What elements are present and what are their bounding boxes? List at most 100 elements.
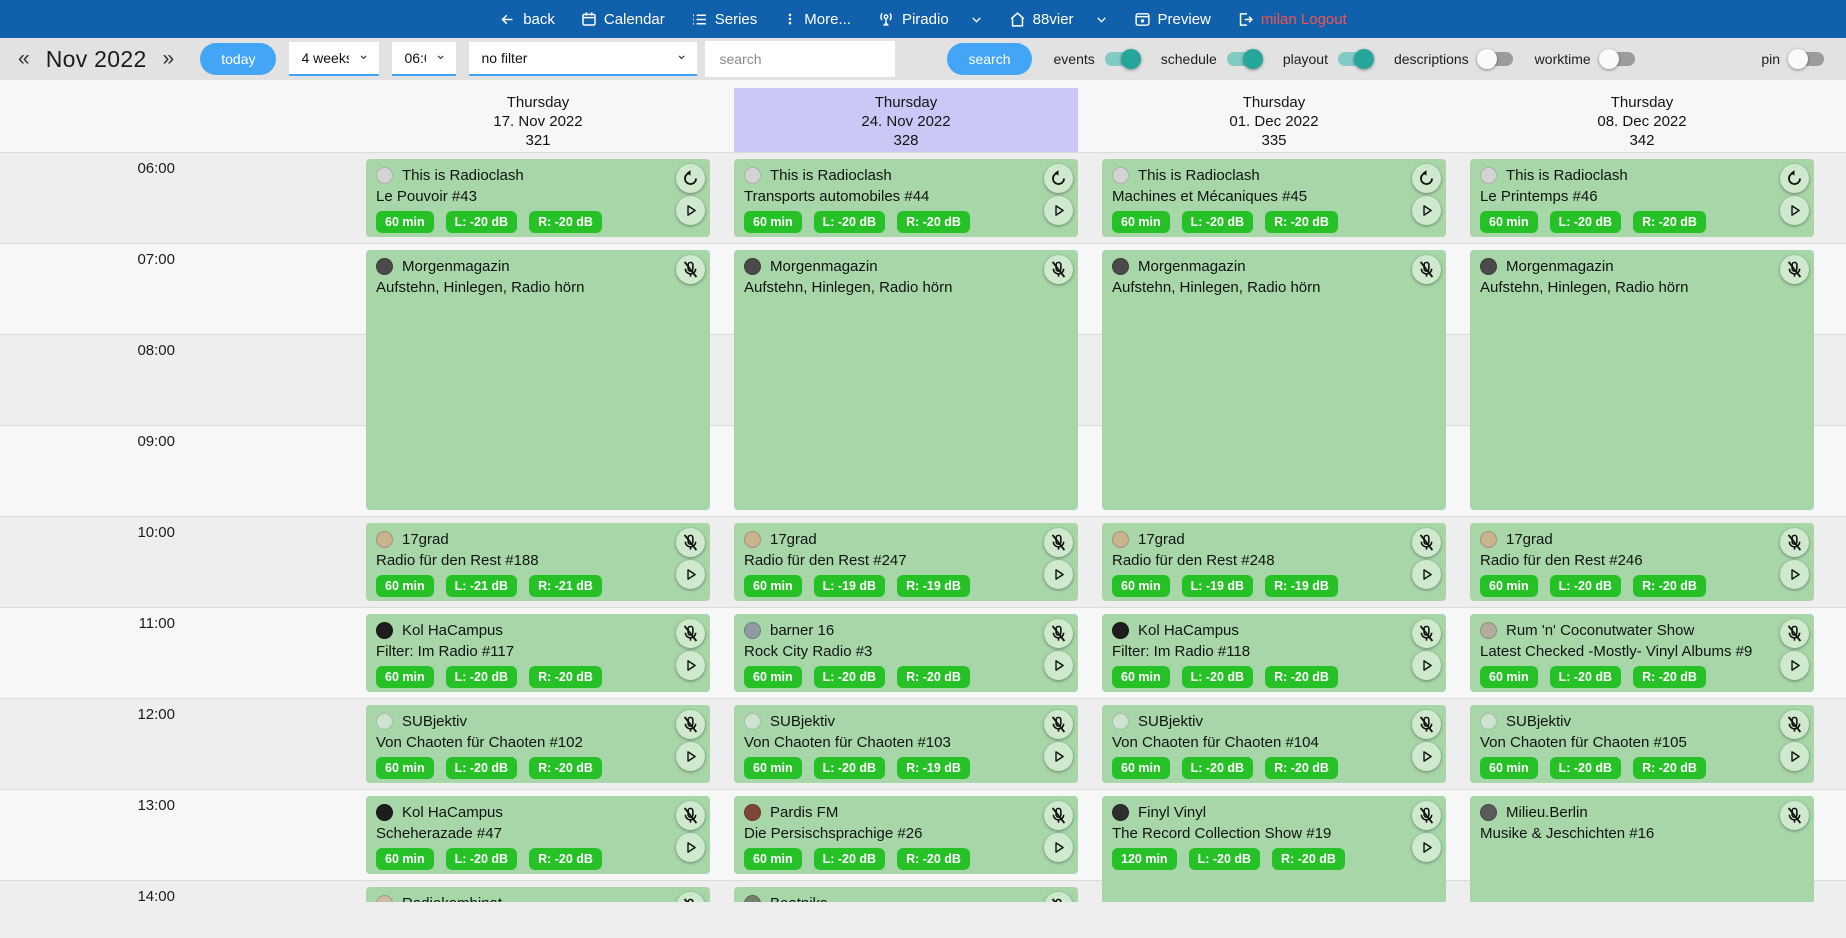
station-dropdown-chevron[interactable] <box>970 13 983 26</box>
mic-off-button[interactable] <box>1044 710 1073 739</box>
back-button[interactable]: back <box>499 11 555 28</box>
play-button[interactable] <box>1412 196 1441 225</box>
episode-title: Scheherazade #47 <box>376 825 502 842</box>
preview-button[interactable]: Preview <box>1134 11 1211 28</box>
level-right-badge: R: -20 dB <box>529 666 602 688</box>
event-card[interactable]: Morgenmagazin Aufstehn, Hinlegen, Radio h… <box>1470 250 1814 510</box>
range-select[interactable]: 4 weeks <box>289 42 380 76</box>
duration-badge: 60 min <box>376 666 434 688</box>
duration-badge: 60 min <box>376 211 434 233</box>
event-card[interactable]: Kol HaCampus Scheherazade #47 60 min L: -20… <box>366 796 710 874</box>
channel-dropdown-chevron[interactable] <box>1095 13 1108 26</box>
toggle-worktime-switch[interactable] <box>1598 49 1635 69</box>
play-button[interactable] <box>1780 651 1809 680</box>
mic-off-button[interactable] <box>676 528 705 557</box>
mic-off-button[interactable] <box>1412 801 1441 830</box>
toggle-playout-switch[interactable] <box>1337 49 1374 69</box>
search-input[interactable] <box>705 41 896 77</box>
play-button[interactable] <box>1412 833 1441 862</box>
event-card[interactable]: 17grad Radio für den Rest #188 60 min L: -2… <box>366 523 710 601</box>
day-header: Thursday 17. Nov 2022 321 <box>366 88 710 152</box>
play-button[interactable] <box>1044 651 1073 680</box>
mic-off-button[interactable] <box>1780 710 1809 739</box>
mic-off-button[interactable] <box>1780 619 1809 648</box>
replay-icon <box>1788 170 1801 185</box>
event-card[interactable]: Pardis FM Die Persischsprachige #26 60 min… <box>734 796 1078 874</box>
toggle-descriptions-group: descriptions <box>1394 49 1513 69</box>
replay-button[interactable] <box>1412 164 1441 193</box>
play-button[interactable] <box>1412 742 1441 771</box>
mic-off-button[interactable] <box>1412 619 1441 648</box>
event-card[interactable]: 17grad Radio für den Rest #247 60 min L: -1… <box>734 523 1078 601</box>
event-card[interactable]: 17grad Radio für den Rest #248 60 min L: -1… <box>1102 523 1446 601</box>
play-button[interactable] <box>1780 560 1809 589</box>
mic-off-button[interactable] <box>1412 528 1441 557</box>
mic-off-button[interactable] <box>676 619 705 648</box>
play-button[interactable] <box>1044 742 1073 771</box>
mic-off-button[interactable] <box>676 255 705 284</box>
mic-off-button[interactable] <box>1044 801 1073 830</box>
toggle-pin-switch[interactable] <box>1788 49 1824 69</box>
mic-off-button[interactable] <box>1412 710 1441 739</box>
play-button[interactable] <box>1044 196 1073 225</box>
play-button[interactable] <box>1780 196 1809 225</box>
logout-button[interactable]: milan Logout <box>1237 11 1347 28</box>
play-button[interactable] <box>1412 560 1441 589</box>
event-card[interactable]: Rum 'n' Coconutwater Show Latest Checked … <box>1470 614 1814 692</box>
prev-month-button[interactable]: « <box>18 47 30 70</box>
mic-off-button[interactable] <box>1044 255 1073 284</box>
replay-button[interactable] <box>1044 164 1073 193</box>
filter-select[interactable]: no filter <box>469 42 698 76</box>
toggle-events-switch[interactable] <box>1104 49 1141 69</box>
event-card[interactable]: This is Radioclash Le Pouvoir #43 60 min L:… <box>366 159 710 237</box>
mic-off-button[interactable] <box>1780 255 1809 284</box>
station-menu[interactable]: Piradio <box>877 10 983 28</box>
channel-menu[interactable]: 88vier <box>1009 11 1108 28</box>
play-button[interactable] <box>676 833 705 862</box>
mic-off-button[interactable] <box>1044 528 1073 557</box>
event-card[interactable]: SUBjektiv Von Chaoten für Chaoten #102 60 … <box>366 705 710 783</box>
event-card[interactable]: Kol HaCampus Filter: Im Radio #118 60 min L… <box>1102 614 1446 692</box>
play-button[interactable] <box>676 742 705 771</box>
play-button[interactable] <box>1412 651 1441 680</box>
more-menu-button[interactable]: More... <box>783 11 851 28</box>
mic-off-button[interactable] <box>676 710 705 739</box>
search-button[interactable]: search <box>947 43 1032 75</box>
mic-off-button[interactable] <box>676 801 705 830</box>
series-nav-button[interactable]: Series <box>691 11 757 28</box>
mic-off-button[interactable] <box>1780 801 1809 830</box>
event-card[interactable]: SUBjektiv Von Chaoten für Chaoten #104 60 … <box>1102 705 1446 783</box>
badge-row: 60 min L: -20 dB R: -20 dB <box>1112 757 1436 779</box>
play-button[interactable] <box>676 560 705 589</box>
event-card[interactable]: SUBjektiv Von Chaoten für Chaoten #105 60 … <box>1470 705 1814 783</box>
mic-off-button[interactable] <box>1412 255 1441 284</box>
event-card[interactable]: Kol HaCampus Filter: Im Radio #117 60 min L… <box>366 614 710 692</box>
play-button[interactable] <box>1044 833 1073 862</box>
event-card[interactable]: This is Radioclash Le Printemps #46 60 min… <box>1470 159 1814 237</box>
event-card[interactable]: SUBjektiv Von Chaoten für Chaoten #103 60 … <box>734 705 1078 783</box>
replay-button[interactable] <box>1780 164 1809 193</box>
level-right-badge: R: -19 dB <box>897 757 970 779</box>
play-button[interactable] <box>676 651 705 680</box>
event-card[interactable]: This is Radioclash Machines et Mécaniques… <box>1102 159 1446 237</box>
play-button[interactable] <box>1044 560 1073 589</box>
replay-button[interactable] <box>676 164 705 193</box>
event-card[interactable]: Morgenmagazin Aufstehn, Hinlegen, Radio h… <box>1102 250 1446 510</box>
event-card[interactable]: 17grad Radio für den Rest #246 60 min L: -2… <box>1470 523 1814 601</box>
event-card[interactable]: This is Radioclash Transports automobiles… <box>734 159 1078 237</box>
toggle-schedule-switch[interactable] <box>1226 49 1263 69</box>
play-button[interactable] <box>1780 742 1809 771</box>
play-button[interactable] <box>676 196 705 225</box>
calendar-nav-button[interactable]: Calendar <box>581 11 665 28</box>
start-time-select[interactable]: 06:00 <box>392 42 457 76</box>
toggle-descriptions-switch[interactable] <box>1476 49 1513 69</box>
level-left-badge: L: -20 dB <box>813 211 886 233</box>
mic-off-button[interactable] <box>1780 528 1809 557</box>
mic-off-button[interactable] <box>1044 619 1073 648</box>
event-card[interactable]: Morgenmagazin Aufstehn, Hinlegen, Radio h… <box>366 250 710 510</box>
today-button[interactable]: today <box>200 43 277 75</box>
next-month-button[interactable]: » <box>162 47 175 70</box>
event-title-row: Kol HaCampus <box>376 620 700 641</box>
event-card[interactable]: Morgenmagazin Aufstehn, Hinlegen, Radio h… <box>734 250 1078 510</box>
event-card[interactable]: barner 16 Rock City Radio #3 60 min L: -20 … <box>734 614 1078 692</box>
